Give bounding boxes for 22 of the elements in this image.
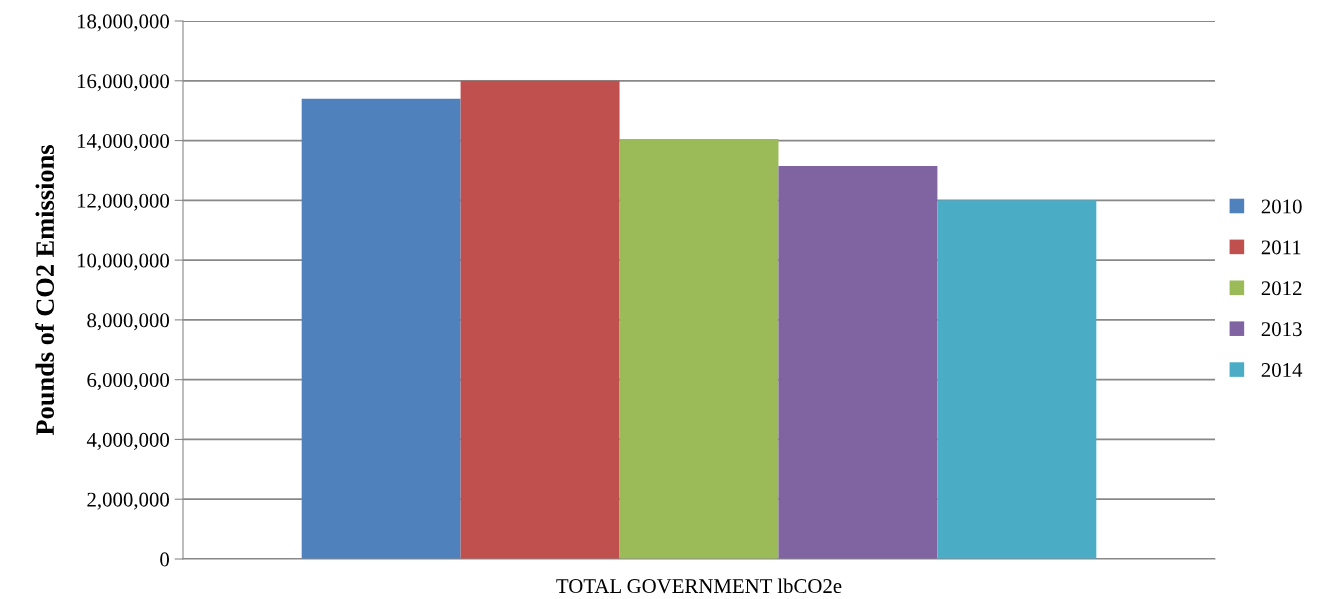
y-tick-label: 8,000,000 [87,313,170,331]
y-tick-label: 10,000,000 [77,253,170,271]
y-axis-title: Pounds of CO2 Emissions [35,145,55,436]
y-tick-label: 16,000,000 [77,74,170,92]
x-tick-label: TOTAL GOVERNMENT lbCO2e [556,578,842,594]
bar [619,139,779,559]
y-tick-label: 14,000,000 [77,133,170,151]
bar [460,80,620,559]
y-tick-label: 12,000,000 [77,193,170,211]
legend-label: 2014 [1261,363,1303,378]
legend-label: 2013 [1261,322,1302,337]
y-tick-label: 6,000,000 [87,373,170,391]
legend-label: 2011 [1261,240,1301,255]
bar [778,165,938,559]
legend-label: 2010 [1261,199,1302,214]
legend-label: 2012 [1261,281,1302,296]
y-tick-label: 18,000,000 [77,14,170,32]
y-tick-label: 2,000,000 [87,492,170,510]
bar [937,200,1097,559]
bar [301,98,461,559]
y-tick-label: 4,000,000 [86,432,170,450]
y-tick-label: 0 [160,552,170,567]
